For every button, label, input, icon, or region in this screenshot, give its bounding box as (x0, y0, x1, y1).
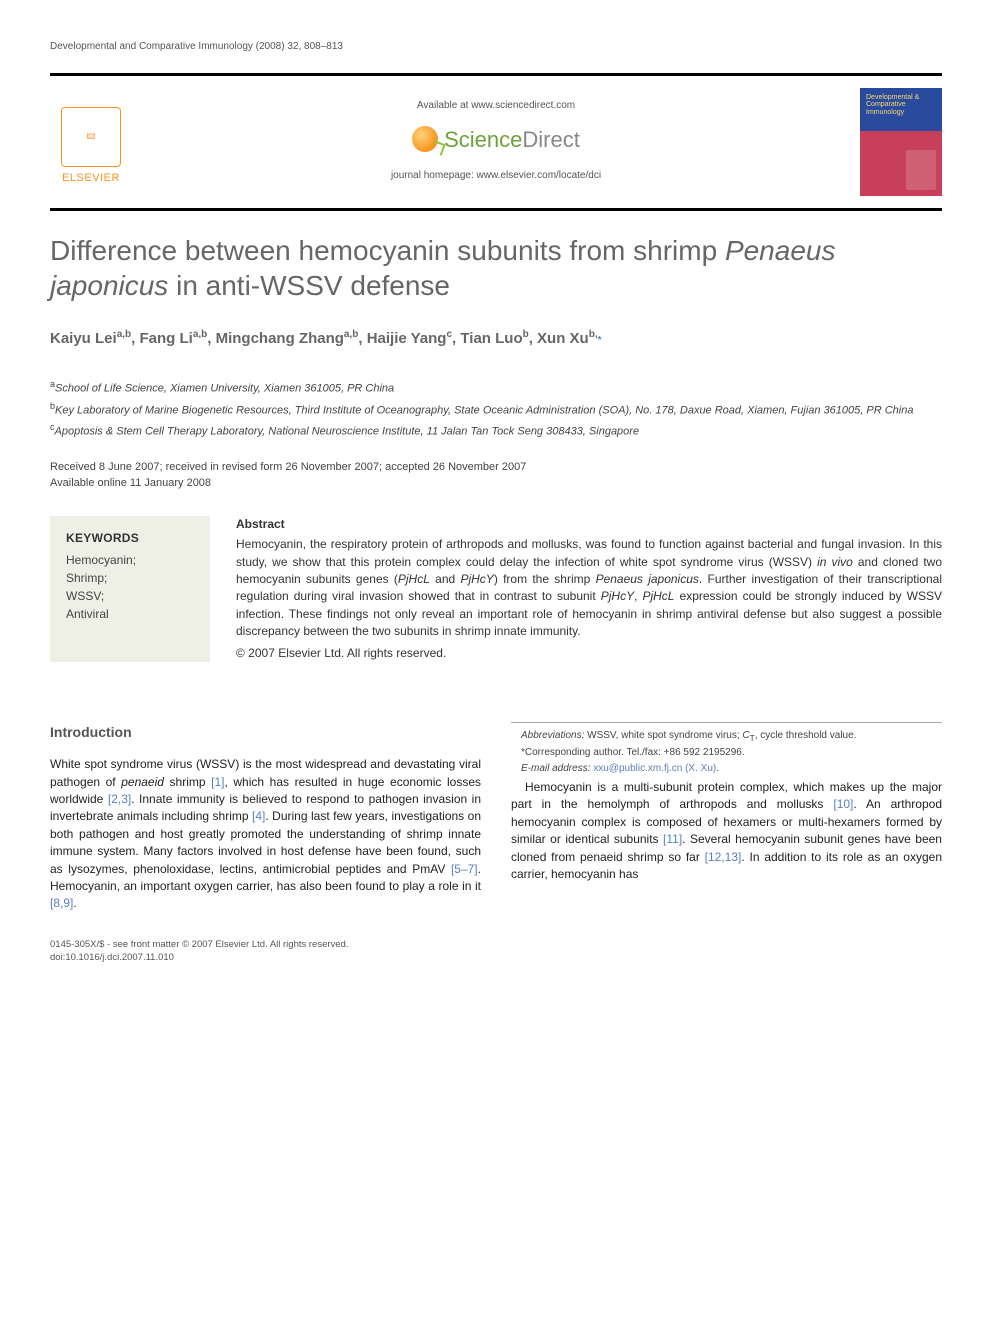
affiliation: cApoptosis & Stem Cell Therapy Laborator… (50, 421, 942, 441)
abstract-column: Abstract Hemocyanin, the respiratory pro… (236, 516, 942, 662)
page: Developmental and Comparative Immunology… (0, 0, 992, 1005)
sciencedirect-wordmark: ScienceDirect (444, 124, 580, 156)
affiliations: aSchool of Life Science, Xiamen Universi… (50, 378, 942, 441)
abstract-heading: Abstract (236, 516, 942, 533)
keywords-abstract-row: KEYWORDS Hemocyanin; Shrimp; WSSV; Antiv… (50, 516, 942, 662)
sciencedirect-block: Available at www.sciencedirect.com Scien… (132, 99, 860, 184)
keywords-box: KEYWORDS Hemocyanin; Shrimp; WSSV; Antiv… (50, 516, 210, 662)
footnote-abbrev: Abbreviations: WSSV, white spot syndrome… (511, 729, 942, 744)
keywords-heading: KEYWORDS (66, 530, 194, 547)
journal-cover-image-icon (906, 150, 936, 190)
body-paragraph: White spot syndrome virus (WSSV) is the … (50, 756, 481, 913)
section-heading-introduction: Introduction (50, 722, 481, 742)
front-matter-line: 0145-305X/$ - see front matter © 2007 El… (50, 938, 942, 951)
journal-header-bar: 🜲 ELSEVIER Available at www.sciencedirec… (50, 73, 942, 211)
author-list: Kaiyu Leia,b, Fang Lia,b, Mingchang Zhan… (50, 327, 942, 351)
doi-line: doi:10.1016/j.dci.2007.11.010 (50, 951, 942, 964)
available-at-text: Available at www.sciencedirect.com (132, 99, 860, 114)
article-title: Difference between hemocyanin subunits f… (50, 233, 942, 303)
body-columns: Introduction White spot syndrome virus (… (50, 722, 942, 914)
footnote-email: E-mail address: xxu@public.xm.fj.cn (X. … (511, 762, 942, 777)
footnotes-block: Abbreviations: WSSV, white spot syndrome… (511, 722, 942, 777)
body-paragraph: Hemocyanin is a multi-subunit protein co… (511, 779, 942, 883)
abstract-text: Hemocyanin, the respiratory protein of a… (236, 536, 942, 640)
dates-line1: Received 8 June 2007; received in revise… (50, 459, 942, 476)
journal-cover-title: Developmental & Comparative Immunology (866, 94, 936, 117)
affiliation: bKey Laboratory of Marine Biogenetic Res… (50, 400, 942, 420)
sciencedirect-logo: ScienceDirect (412, 124, 580, 156)
dates-line2: Available online 11 January 2008 (50, 475, 942, 492)
sciencedirect-ball-icon (412, 126, 438, 152)
bottom-matter: 0145-305X/$ - see front matter © 2007 El… (50, 938, 942, 965)
keywords-list: Hemocyanin; Shrimp; WSSV; Antiviral (66, 551, 194, 623)
article-dates: Received 8 June 2007; received in revise… (50, 459, 942, 492)
elsevier-label: ELSEVIER (62, 171, 120, 187)
affiliation: aSchool of Life Science, Xiamen Universi… (50, 378, 942, 398)
abstract-copyright: © 2007 Elsevier Ltd. All rights reserved… (236, 645, 942, 662)
elsevier-logo: 🜲 ELSEVIER (50, 97, 132, 187)
running-head: Developmental and Comparative Immunology… (50, 40, 942, 55)
footnote-corresponding: *Corresponding author. Tel./fax: +86 592… (511, 746, 942, 761)
elsevier-tree-icon: 🜲 (61, 107, 121, 167)
journal-homepage-text: journal homepage: www.elsevier.com/locat… (132, 169, 860, 184)
journal-cover-thumbnail: Developmental & Comparative Immunology (860, 88, 942, 196)
